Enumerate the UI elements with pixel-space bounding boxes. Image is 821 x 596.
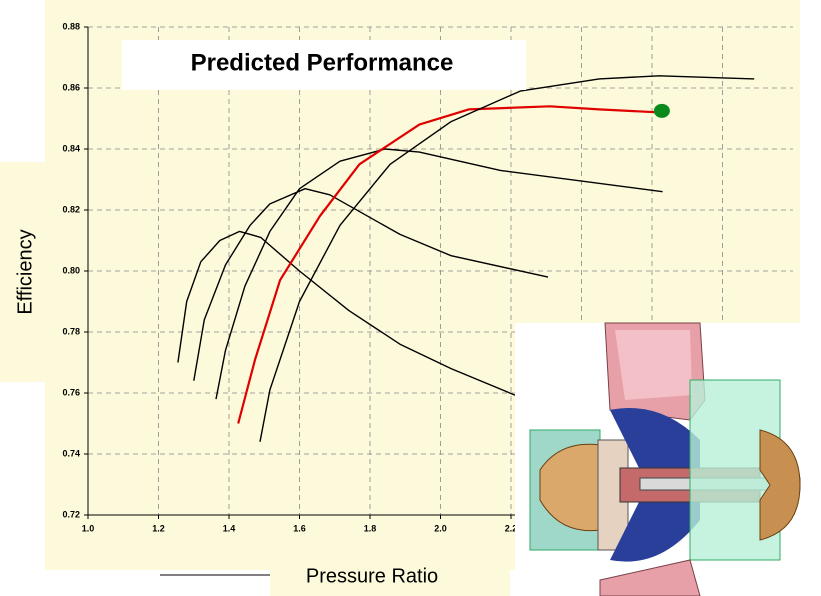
- page: 0.72 0.74 0.76 0.78 0.80 0.82 0.84 0.86 0.88 1.0 1…: [0, 0, 821, 596]
- turbocharger-image: [515, 323, 800, 596]
- y-tick-label: 0.80: [62, 265, 80, 275]
- y-tick-label: 0.76: [62, 387, 80, 397]
- x-tick-label: 1.2: [152, 523, 165, 533]
- x-tick-label: 1.0: [82, 523, 95, 533]
- x-tick-label: 2.0: [434, 523, 447, 533]
- y-tick-label: 0.74: [62, 448, 80, 458]
- y-tick-label: 0.78: [62, 326, 80, 336]
- x-tick-label: 1.8: [364, 523, 377, 533]
- chart-title: Predicted Performance: [191, 49, 454, 76]
- point: [654, 104, 670, 118]
- y-axis-label: Efficiency: [14, 229, 36, 314]
- chart: 0.72 0.74 0.76 0.78 0.80 0.82 0.84 0.86 0.88 1.0 1…: [0, 0, 821, 596]
- y-tick-label: 0.72: [62, 509, 80, 519]
- y-tick-label: 0.82: [62, 204, 80, 214]
- y-tick-label: 0.84: [62, 143, 80, 153]
- y-tick-label: 0.86: [62, 82, 80, 92]
- y-tick-label: 0.88: [62, 21, 80, 31]
- x-tick-label: 1.6: [293, 523, 306, 533]
- x-axis-label: Pressure Ratio: [306, 565, 438, 587]
- x-tick-label: 1.4: [223, 523, 236, 533]
